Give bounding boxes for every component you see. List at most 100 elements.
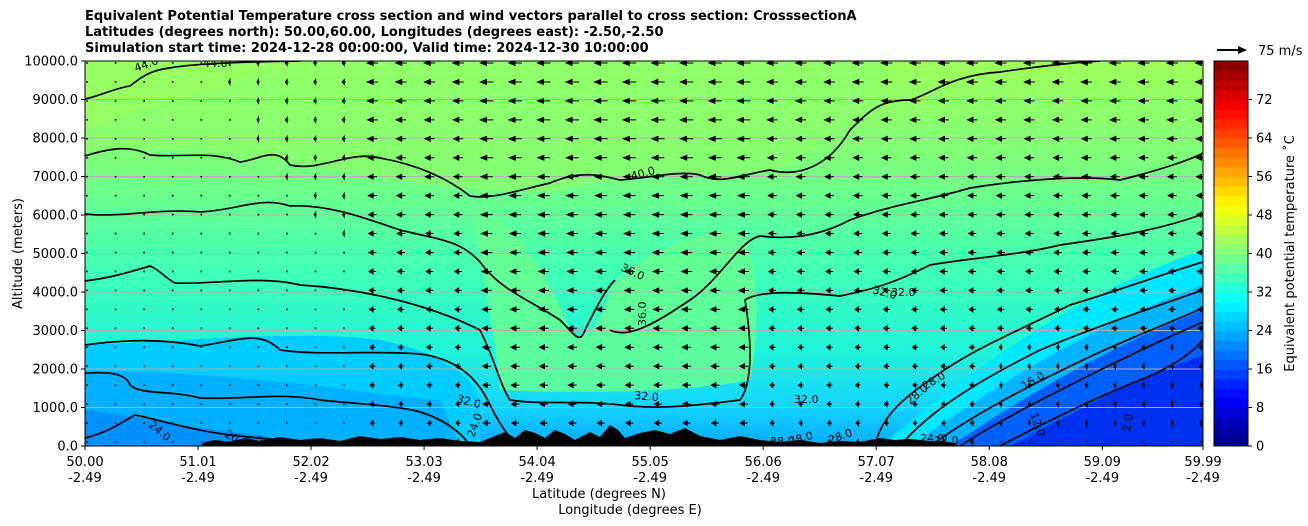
wind-vector	[1166, 173, 1177, 180]
x-tick-label-lat: 52.02	[292, 455, 329, 470]
wind-vector	[853, 211, 863, 218]
wind-vector	[423, 116, 435, 124]
wind-vector	[86, 81, 88, 83]
wind-vector	[1138, 211, 1148, 218]
wind-vector	[650, 173, 665, 180]
wind-vector	[1167, 192, 1177, 199]
wind-vector	[171, 62, 174, 64]
chart-title-line-2: Latitudes (degrees north): 50.00,60.00, …	[85, 25, 664, 40]
wind-vector	[479, 78, 494, 86]
wind-vector	[423, 154, 435, 161]
wind-vector	[996, 249, 1005, 256]
wind-vector	[394, 78, 407, 86]
wind-vector	[508, 211, 522, 218]
wind-vector	[452, 135, 464, 142]
wind-vector	[596, 400, 606, 408]
wind-vector	[1138, 154, 1149, 161]
wind-vector	[939, 306, 948, 313]
wind-vector	[200, 100, 203, 102]
wind-vector	[369, 381, 376, 389]
wind-vector	[707, 97, 722, 105]
wind-vector	[824, 230, 834, 237]
wind-vector	[114, 156, 117, 159]
wind-vector	[171, 175, 174, 178]
wind-vector	[1143, 441, 1145, 443]
colorbar-segment	[1214, 272, 1248, 283]
wind-vector	[622, 192, 636, 199]
wind-vector	[114, 213, 117, 216]
wind-vector	[996, 268, 1005, 275]
wind-vector	[143, 327, 145, 330]
wind-vector	[171, 422, 174, 424]
wind-vector	[313, 153, 317, 162]
wind-vector	[171, 270, 174, 273]
wind-vector	[482, 400, 491, 408]
wind-vector	[1198, 343, 1203, 352]
contour-12	[999, 339, 1203, 446]
contour-24b	[899, 289, 1203, 446]
wind-vector	[257, 175, 260, 178]
wind-vector	[1139, 287, 1148, 294]
wind-vector	[1167, 249, 1177, 256]
wind-vector	[1025, 268, 1034, 275]
wind-vector	[424, 230, 434, 237]
colorbar-segment	[1214, 224, 1248, 235]
x-tick-label-lat: 58.08	[971, 455, 1008, 470]
contour-16	[959, 321, 1203, 446]
wind-vector	[854, 324, 862, 332]
wind-vector	[938, 211, 949, 218]
wind-vector	[454, 287, 462, 294]
wind-vector	[1113, 400, 1117, 409]
wind-vector	[681, 325, 692, 332]
wind-vector	[397, 362, 404, 370]
colorbar-segment	[1214, 301, 1248, 312]
wind-vector	[423, 97, 435, 105]
wind-vector	[343, 270, 345, 273]
wind-vector	[596, 419, 605, 427]
colorbar-segment	[1214, 166, 1248, 177]
wind-vector	[343, 327, 345, 330]
wind-vector	[621, 116, 637, 123]
wind-vector	[795, 154, 806, 161]
wind-vector	[1027, 362, 1032, 371]
wind-vector	[539, 400, 548, 408]
wind-vector	[680, 268, 692, 275]
wind-vector	[765, 78, 778, 86]
wind-vector	[313, 115, 318, 124]
x-tick-label-lon: -2.49	[1186, 471, 1220, 486]
colorbar-tick-label: 64	[1256, 132, 1273, 147]
wind-vector	[143, 441, 145, 443]
wind-vector	[480, 249, 493, 256]
wind-vector	[998, 362, 1003, 371]
wind-vector	[343, 365, 345, 367]
wind-vector	[566, 306, 578, 313]
wind-vector	[911, 362, 919, 370]
wind-vector	[313, 172, 317, 181]
wind-vector	[679, 135, 694, 142]
wind-vector	[797, 362, 804, 370]
wind-vector	[367, 192, 377, 199]
wind-vector	[509, 287, 521, 294]
wind-vector	[737, 230, 750, 237]
contour-label-40: 40.0	[629, 164, 656, 183]
wind-vector	[1085, 441, 1088, 443]
wind-vector	[509, 306, 521, 313]
wind-vector	[680, 230, 693, 237]
wind-vector	[114, 175, 117, 178]
wind-vector	[200, 232, 203, 235]
wind-vector	[286, 194, 288, 197]
wind-vector	[284, 78, 289, 86]
wind-vector	[342, 191, 346, 200]
wind-vector	[621, 78, 637, 86]
wind-vector	[966, 97, 978, 105]
wind-vector	[200, 384, 203, 386]
wind-vector	[595, 344, 606, 351]
wind-vector	[1168, 287, 1176, 294]
wind-vector	[86, 327, 88, 330]
wind-vector	[940, 362, 947, 370]
wind-vector	[593, 135, 608, 142]
wind-vector	[1080, 97, 1092, 105]
wind-vector	[708, 211, 722, 218]
wind-vector	[767, 249, 777, 256]
wind-vector	[1198, 381, 1203, 390]
